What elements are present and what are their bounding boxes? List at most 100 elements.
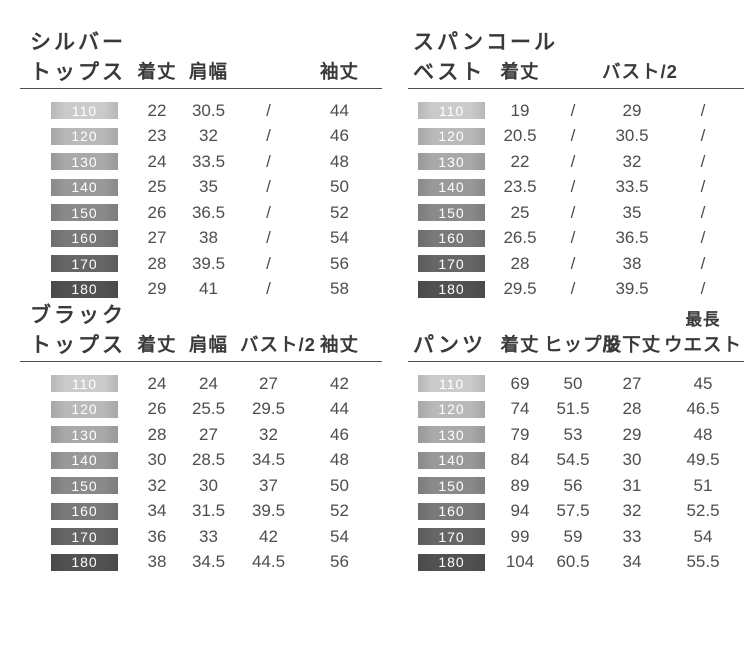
measurement-value: 41 [199, 279, 218, 299]
table-row: 130 22 / 32 / [408, 149, 744, 175]
column-note-label: 最長 [685, 311, 721, 329]
measurement-value: / [266, 151, 271, 171]
measurement-value: / [700, 126, 706, 146]
size-badge: 170 [51, 255, 118, 273]
table-row: 140 23.5 / 33.5 / [408, 175, 744, 201]
measurement-value: 84 [510, 450, 530, 470]
table-row: 160 26.5 / 36.5 / [408, 226, 744, 252]
size-badge: 140 [51, 451, 118, 469]
measurement-value: / [700, 228, 706, 248]
size-badge: 180 [418, 280, 485, 298]
measurement-value: / [266, 100, 271, 120]
measurement-value: / [266, 279, 271, 299]
measurement-value: 94 [510, 501, 530, 521]
measurement-value: 54.5 [556, 450, 590, 470]
table-title-row: 最長 [408, 299, 744, 329]
measurement-value: 44 [330, 399, 349, 419]
size-badge: 130 [418, 153, 485, 171]
size-badge: 150 [51, 204, 118, 222]
measurement-value: 54 [693, 526, 713, 546]
measurement-value: 27 [259, 373, 278, 393]
table-title: シルバー [30, 31, 126, 54]
table-row: 110 19 / 29 / [408, 98, 744, 124]
measurement-value: / [700, 253, 706, 273]
table-header-row: トップス 着丈 肩幅 バスト/2 袖丈 [20, 327, 382, 362]
measurement-value: 23 [147, 126, 167, 146]
measurement-value: 28 [147, 424, 167, 444]
measurement-value: 28.5 [191, 450, 226, 470]
table-row: 150 26 36.5 / 52 [20, 200, 382, 226]
measurement-value: / [570, 100, 576, 120]
measurement-value: 24 [199, 373, 218, 393]
table-name-label: パンツ [413, 334, 487, 357]
measurement-value: 24 [147, 151, 167, 171]
table-rows: 110 24 24 27 42 120 26 25.5 29.5 44 130 28 27 32 46 140… [20, 362, 382, 575]
table-row: 110 69 50 27 45 [408, 371, 744, 397]
measurement-value: 30.5 [615, 126, 649, 146]
table-title-row: スパンコール [408, 26, 744, 54]
table-row: 160 94 57.5 32 52.5 [408, 499, 744, 525]
measurement-value: 30.5 [191, 100, 226, 120]
table-row: 150 25 / 35 / [408, 200, 744, 226]
column-header: 着丈 [137, 61, 177, 82]
measurement-value: 27 [147, 228, 167, 248]
measurement-value: 48 [330, 151, 349, 171]
size-badge: 110 [418, 375, 485, 393]
measurement-value: 44 [330, 100, 349, 120]
measurement-value: 28 [622, 399, 642, 419]
table-row: 180 29 41 / 58 [20, 277, 382, 303]
measurement-value: 33.5 [191, 151, 226, 171]
measurement-value: / [570, 228, 576, 248]
measurement-value: 33 [199, 526, 218, 546]
size-badge: 120 [51, 127, 118, 145]
measurement-value: / [700, 279, 706, 299]
measurement-value: 28 [147, 253, 167, 273]
measurement-value: 26 [147, 202, 167, 222]
measurement-value: 50 [330, 475, 349, 495]
measurement-value: 32 [147, 475, 167, 495]
measurement-value: 32 [622, 151, 642, 171]
column-header: ウエスト [663, 334, 742, 355]
measurement-value: 36.5 [615, 228, 649, 248]
measurement-value: 52.5 [686, 501, 720, 521]
measurement-value: 28 [510, 253, 530, 273]
measurement-value: 35 [199, 177, 218, 197]
table-pants: 最長 パンツ 着丈 ヒップ/2 股下丈 ウエスト 110 69 50 27 45 120 74 51.5 2… [408, 299, 744, 575]
measurement-value: 51 [693, 475, 713, 495]
table-row: 180 38 34.5 44.5 56 [20, 550, 382, 576]
size-badge: 180 [51, 553, 118, 571]
measurement-value: 104 [505, 552, 535, 572]
table-row: 110 22 30.5 / 44 [20, 98, 382, 124]
table-row: 180 29.5 / 39.5 / [408, 277, 744, 303]
size-badge: 160 [51, 229, 118, 247]
size-badge: 180 [418, 553, 485, 571]
measurement-value: / [266, 126, 271, 146]
measurement-value: 27 [199, 424, 218, 444]
measurement-value: 34.5 [251, 450, 286, 470]
table-rows: 110 19 / 29 / 120 20.5 / 30.5 / 130 22 / 32 / 140 23.5 / 3… [408, 89, 744, 302]
measurement-value: 60.5 [556, 552, 590, 572]
measurement-value: 22 [147, 100, 167, 120]
table-row: 160 34 31.5 39.5 52 [20, 499, 382, 525]
measurement-value: 49.5 [686, 450, 720, 470]
measurement-value: 29 [622, 424, 642, 444]
table-row: 170 28 / 38 / [408, 251, 744, 277]
column-header: ヒップ/2 [544, 334, 620, 355]
size-badge: 170 [418, 255, 485, 273]
measurement-value: 32 [622, 501, 642, 521]
measurement-value: 57.5 [556, 501, 590, 521]
measurement-value: 39.5 [615, 279, 649, 299]
table-row: 120 23 32 / 46 [20, 124, 382, 150]
measurement-value: / [266, 202, 271, 222]
column-header: 着丈 [500, 61, 540, 82]
measurement-value: 48 [693, 424, 713, 444]
measurement-value: / [266, 228, 271, 248]
measurement-value: 25.5 [191, 399, 226, 419]
measurement-value: 74 [510, 399, 530, 419]
table-header-row: ベスト 着丈 バスト/2 [408, 54, 744, 89]
measurement-value: / [570, 279, 576, 299]
column-header: 袖丈 [319, 334, 359, 355]
measurement-value: 29.5 [503, 279, 537, 299]
table-row: 120 74 51.5 28 46.5 [408, 397, 744, 423]
